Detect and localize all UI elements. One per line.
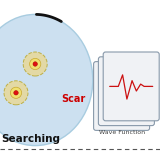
Text: Scar: Scar xyxy=(61,94,85,104)
Circle shape xyxy=(10,87,22,98)
FancyBboxPatch shape xyxy=(94,62,150,130)
Circle shape xyxy=(14,91,18,95)
Circle shape xyxy=(4,81,28,105)
Ellipse shape xyxy=(0,14,93,146)
FancyBboxPatch shape xyxy=(103,52,159,121)
Circle shape xyxy=(23,52,47,76)
Circle shape xyxy=(30,58,41,70)
Circle shape xyxy=(33,62,37,66)
FancyBboxPatch shape xyxy=(98,57,154,126)
Text: Searching: Searching xyxy=(2,134,61,144)
Text: Wave Function: Wave Function xyxy=(99,130,145,135)
